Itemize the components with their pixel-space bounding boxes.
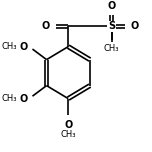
Text: S: S [108,21,115,31]
Text: O: O [41,21,49,31]
Text: CH₃: CH₃ [104,45,119,54]
Text: O: O [107,1,116,10]
Text: O: O [20,94,28,104]
Text: CH₃: CH₃ [60,130,76,139]
Text: O: O [20,42,28,52]
Text: CH₃: CH₃ [2,42,17,51]
Text: O: O [130,21,138,31]
Text: O: O [64,120,72,130]
Text: CH₃: CH₃ [2,94,17,103]
